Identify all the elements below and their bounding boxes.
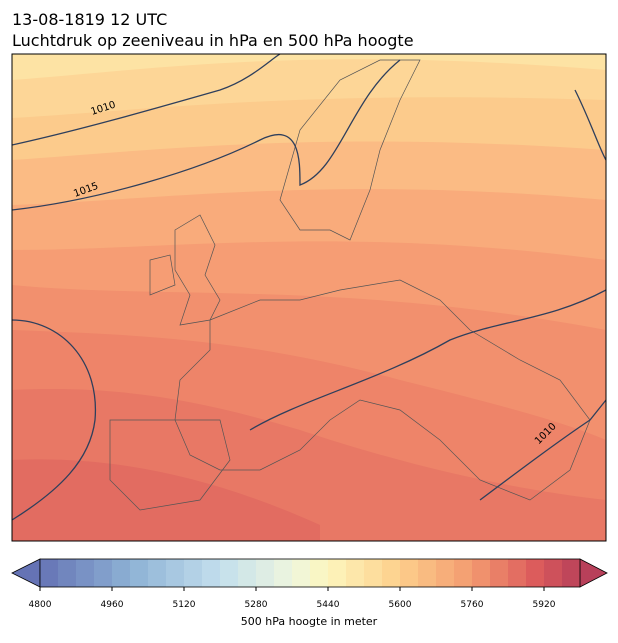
colorbar-cell — [40, 559, 59, 587]
colorbar-cell — [112, 559, 131, 587]
colorbar-cell — [184, 559, 203, 587]
colorbar-cell — [202, 559, 221, 587]
colorbar-tick-label: 4960 — [101, 600, 124, 610]
colorbar-cell — [292, 559, 311, 587]
colorbar-cell — [130, 559, 149, 587]
colorbar-cell — [490, 559, 509, 587]
colorbar-cell — [256, 559, 275, 587]
colorbar-cell — [364, 559, 383, 587]
colorbar-cell — [526, 559, 545, 587]
colorbar-tick-label: 5280 — [245, 600, 268, 610]
title-line: Luchtdruk op zeeniveau in hPa en 500 hPa… — [12, 31, 414, 50]
colorbar-cell — [220, 559, 239, 587]
colorbar-cell — [400, 559, 419, 587]
colorbar-cell — [58, 559, 77, 587]
colorbar-tick-label: 5120 — [173, 600, 196, 610]
colorbar-cell — [148, 559, 167, 587]
colorbar-cell — [508, 559, 527, 587]
colorbar-cell — [238, 559, 257, 587]
colorbar-cell — [94, 559, 113, 587]
colorbar-cell — [328, 559, 347, 587]
colorbar-cell — [562, 559, 581, 587]
colorbar-cell — [418, 559, 437, 587]
colorbar-cell — [544, 559, 563, 587]
colorbar: 4800 4960 5120 5280 5440 5600 5760 5920 — [11, 558, 608, 610]
colorbar-cell — [274, 559, 293, 587]
colorbar-cell — [346, 559, 365, 587]
colorbar-extend — [11, 558, 41, 588]
colorbar-cell — [436, 559, 455, 587]
colorbar-tick-label: 5600 — [389, 600, 412, 610]
map: 1010 1015 1010 — [11, 53, 607, 542]
colorbar-cell — [166, 559, 185, 587]
colorbar-frame — [39, 558, 581, 588]
colorbar-extend — [579, 558, 608, 588]
colorbar-cell — [76, 559, 95, 587]
colorbar-tick-label: 5920 — [533, 600, 556, 610]
colorbar-cell — [382, 559, 401, 587]
colorbar-tick-label: 4800 — [29, 600, 52, 610]
colorbar-cell — [310, 559, 329, 587]
colorbar-tick-label: 5760 — [461, 600, 484, 610]
colorbar-cell — [454, 559, 473, 587]
colorbar-cell — [472, 559, 491, 587]
colorbar-tick-label: 5440 — [317, 600, 340, 610]
colorbar-label: 500 hPa hoogte in meter — [241, 615, 378, 628]
title-line: 13-08-1819 12 UTC — [12, 10, 167, 29]
